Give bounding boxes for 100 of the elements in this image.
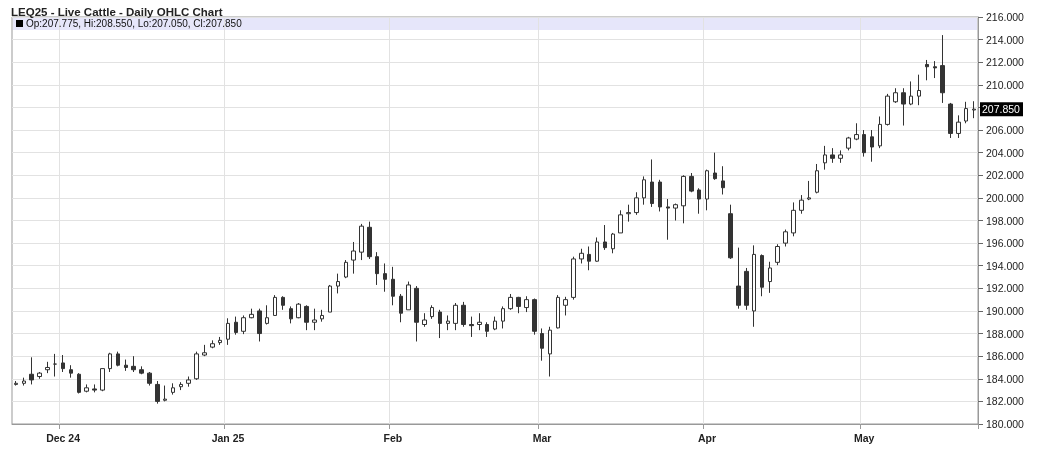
chart-title: LEQ25 - Live Cattle - Daily OHLC Chart bbox=[11, 6, 223, 18]
x-tick-label: Jan 25 bbox=[211, 431, 245, 444]
candlestick bbox=[838, 149, 843, 164]
y-tick-label: 182.000 bbox=[986, 395, 1025, 408]
candlestick bbox=[760, 253, 764, 297]
candlestick bbox=[783, 229, 788, 247]
candlestick bbox=[336, 273, 340, 294]
candlestick bbox=[705, 169, 709, 211]
candlestick bbox=[163, 385, 167, 402]
candlestick bbox=[815, 163, 819, 194]
candlestick bbox=[485, 321, 489, 338]
candlestick bbox=[53, 353, 57, 378]
x-tick-label: Dec 24 bbox=[46, 431, 81, 444]
candlestick bbox=[744, 267, 749, 311]
y-tick-label: 196.000 bbox=[986, 237, 1025, 250]
candlestick bbox=[909, 80, 913, 106]
candlestick bbox=[736, 247, 741, 310]
candlestick bbox=[92, 383, 97, 393]
y-tick-label: 210.000 bbox=[986, 78, 1025, 91]
candlestick bbox=[22, 377, 26, 387]
candlestick bbox=[603, 224, 607, 251]
y-tick-label: 192.000 bbox=[986, 282, 1025, 295]
candlestick bbox=[933, 60, 937, 79]
candlestick bbox=[548, 326, 552, 378]
candlestick bbox=[878, 115, 882, 149]
candlestick bbox=[579, 248, 584, 264]
candlestick bbox=[893, 87, 898, 104]
x-tick-label: May bbox=[853, 431, 875, 444]
x-tick-label: Mar bbox=[532, 431, 552, 444]
candlestick bbox=[155, 380, 160, 405]
candlestick bbox=[226, 317, 230, 346]
candlestick bbox=[666, 198, 670, 241]
candlestick bbox=[870, 129, 874, 163]
candlestick bbox=[901, 87, 906, 127]
candlestick bbox=[296, 302, 301, 319]
candlestick bbox=[147, 371, 152, 387]
candlestick bbox=[249, 308, 254, 319]
candlestick bbox=[391, 266, 395, 306]
candlestick bbox=[775, 243, 780, 266]
candlestick bbox=[29, 356, 34, 385]
candlestick bbox=[658, 179, 662, 212]
y-tick-label: 212.000 bbox=[986, 56, 1025, 69]
annotation: Op:207.775, Hi:208.550, Lo:207.050, Cl:207.850 bbox=[26, 17, 243, 29]
candlestick bbox=[131, 355, 136, 373]
candlestick bbox=[626, 204, 631, 223]
y-tick-label: 204.000 bbox=[986, 146, 1025, 159]
y-tick-label: 202.000 bbox=[986, 169, 1025, 182]
y-tick-label: 184.000 bbox=[986, 372, 1025, 385]
y-tick-label: 180.000 bbox=[986, 418, 1025, 430]
candlestick bbox=[186, 376, 191, 388]
candlestick bbox=[312, 308, 317, 331]
candlestick bbox=[108, 352, 112, 373]
candlestick bbox=[681, 174, 686, 224]
candlestick bbox=[37, 371, 42, 380]
candlestick bbox=[171, 382, 175, 396]
candlestick bbox=[422, 312, 427, 328]
candlestick bbox=[823, 145, 827, 171]
candlestick bbox=[862, 129, 866, 158]
candlestick bbox=[768, 261, 772, 294]
candlestick bbox=[116, 351, 120, 367]
candlestick bbox=[367, 221, 372, 260]
x-tick-label: Feb bbox=[383, 431, 403, 444]
candlestick bbox=[14, 380, 18, 387]
candlestick bbox=[289, 305, 293, 324]
candlestick bbox=[194, 351, 199, 381]
annotation: 207.850 bbox=[982, 102, 1021, 115]
candlestick bbox=[532, 298, 537, 336]
candlestick bbox=[634, 191, 639, 216]
candlestick bbox=[45, 361, 50, 374]
candlestick bbox=[179, 381, 183, 391]
candlestick bbox=[406, 281, 411, 311]
candlestick bbox=[124, 359, 128, 372]
candlestick bbox=[728, 204, 733, 260]
candlestick bbox=[972, 100, 976, 119]
y-tick-label: 188.000 bbox=[986, 327, 1025, 340]
candlestick bbox=[611, 232, 615, 254]
candlestick bbox=[673, 203, 678, 221]
candlestick bbox=[501, 305, 505, 329]
candlestick bbox=[265, 304, 269, 326]
y-tick-label: 214.000 bbox=[986, 33, 1025, 46]
candlestick bbox=[344, 259, 348, 279]
candlestick bbox=[438, 309, 442, 339]
candlestick bbox=[210, 339, 215, 349]
y-tick-label: 186.000 bbox=[986, 350, 1025, 363]
candlestick bbox=[351, 241, 356, 275]
candlestick bbox=[689, 172, 694, 193]
candlestick bbox=[61, 354, 65, 373]
candlestick bbox=[854, 122, 859, 141]
candlestick bbox=[791, 201, 796, 237]
candlestick bbox=[752, 244, 756, 328]
candlestick bbox=[917, 74, 921, 106]
candlestick bbox=[469, 316, 474, 338]
candlestick bbox=[885, 93, 890, 127]
candlestick bbox=[139, 365, 144, 375]
candlestick bbox=[948, 102, 953, 139]
candlestick bbox=[69, 364, 73, 379]
candlestick bbox=[493, 316, 497, 331]
candlestick bbox=[257, 308, 262, 342]
candlestick bbox=[202, 344, 207, 357]
candlestick bbox=[281, 295, 285, 311]
